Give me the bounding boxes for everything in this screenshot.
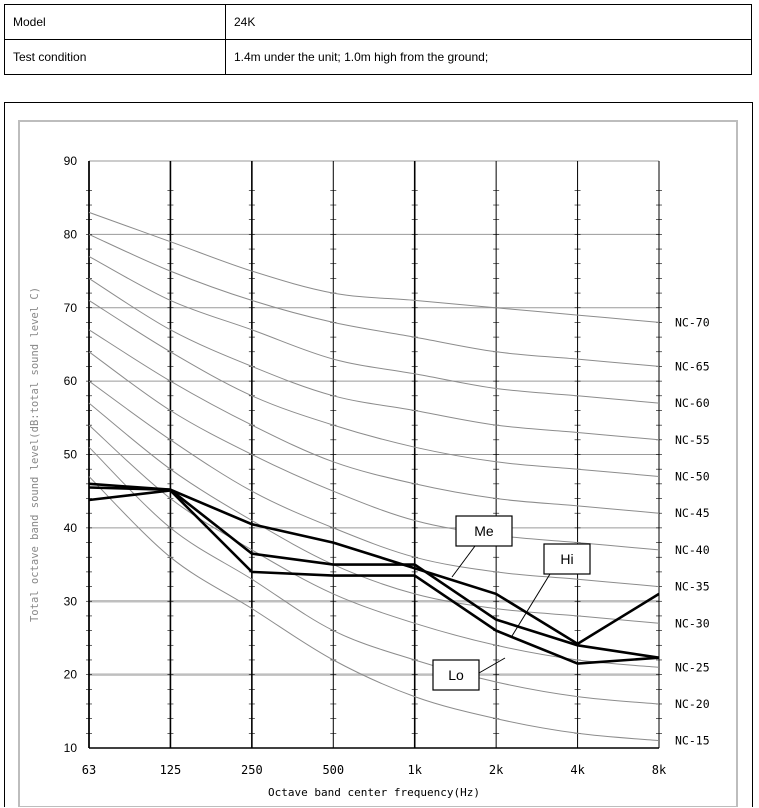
x-tick-label: 125 [160, 763, 182, 777]
spec-label: Test condition [4, 39, 226, 75]
y-tick-label: 50 [64, 448, 78, 462]
nc-curve [88, 380, 660, 588]
plot-frame [18, 120, 738, 807]
nc-curve [88, 476, 660, 742]
spec-value: 1.4m under the unit; 1.0m high from the … [225, 39, 752, 75]
series-line [88, 486, 660, 646]
spec-value: 24K [225, 4, 752, 40]
x-tick-label: 4k [570, 763, 585, 777]
x-tick-label: 250 [241, 763, 263, 777]
series-callout-box [455, 515, 513, 547]
nc-curve-label: NC-50 [675, 470, 710, 484]
series-callout-label: Lo [448, 667, 464, 683]
nc-curve-label: NC-20 [675, 697, 710, 711]
y-tick-label: 40 [64, 521, 78, 535]
series-callout-label: Me [474, 523, 494, 539]
nc-curve-label: NC-70 [675, 315, 710, 329]
series-line [88, 482, 660, 659]
x-axis-label: Octave band center frequency(Hz) [268, 786, 480, 799]
nc-curve [88, 329, 660, 514]
y-tick-label: 70 [64, 301, 78, 315]
y-axis-label: Total octave band sound level(dB:total s… [29, 287, 41, 622]
nc-curve-label: NC-25 [675, 660, 710, 674]
spec-table: Model 24K Test condition 1.4m under the … [4, 4, 752, 75]
nc-curve [88, 446, 660, 705]
y-tick-label: 20 [64, 668, 78, 682]
series-line [88, 489, 660, 665]
nc-curve [88, 402, 660, 624]
nc-curve [88, 277, 660, 441]
x-tick-label: 63 [82, 763, 96, 777]
y-tick-label: 10 [64, 741, 78, 755]
x-tick-label: 500 [322, 763, 344, 777]
nc-curve [88, 299, 660, 477]
series-callout-leader [511, 573, 551, 637]
chart-frame: 10 20 30 40 50 60 70 80 90 63 125 250 500 1k 2k 4k 8k Oct… [4, 102, 753, 807]
noise-chart: 10 20 30 40 50 60 70 80 90 63 125 250 500 1k 2k 4k 8k Oct… [18, 120, 738, 807]
nc-curve [88, 211, 660, 323]
x-tick-label: 8k [652, 763, 667, 777]
nc-curve [88, 233, 660, 367]
y-tick-label: 30 [64, 594, 78, 608]
spec-row-model: Model 24K [4, 4, 752, 40]
series-callout-label: Hi [560, 551, 573, 567]
nc-curve [88, 255, 660, 404]
nc-curve-label: NC-40 [675, 543, 710, 557]
nc-curve-label: NC-45 [675, 506, 710, 520]
nc-curve-label: NC-65 [675, 359, 710, 373]
y-tick-label: 80 [64, 227, 78, 241]
series-callout-leader [451, 545, 476, 578]
spec-row-test-condition: Test condition 1.4m under the unit; 1.0m… [4, 39, 752, 75]
series-callout-box [432, 659, 480, 691]
x-tick-label: 2k [489, 763, 504, 777]
y-tick-label: 90 [64, 154, 78, 168]
series-callout-box [543, 543, 591, 575]
nc-curve-label: NC-35 [675, 580, 710, 594]
nc-curve-label: NC-15 [675, 734, 710, 748]
series-callout-leader [478, 657, 506, 674]
y-tick-label: 60 [64, 374, 78, 388]
nc-curve-label: NC-55 [675, 433, 710, 447]
nc-curve [88, 351, 660, 551]
nc-curve-label: NC-60 [675, 396, 710, 410]
x-tick-label: 1k [407, 763, 422, 777]
nc-curve-label: NC-30 [675, 616, 710, 630]
spec-label: Model [4, 4, 226, 40]
